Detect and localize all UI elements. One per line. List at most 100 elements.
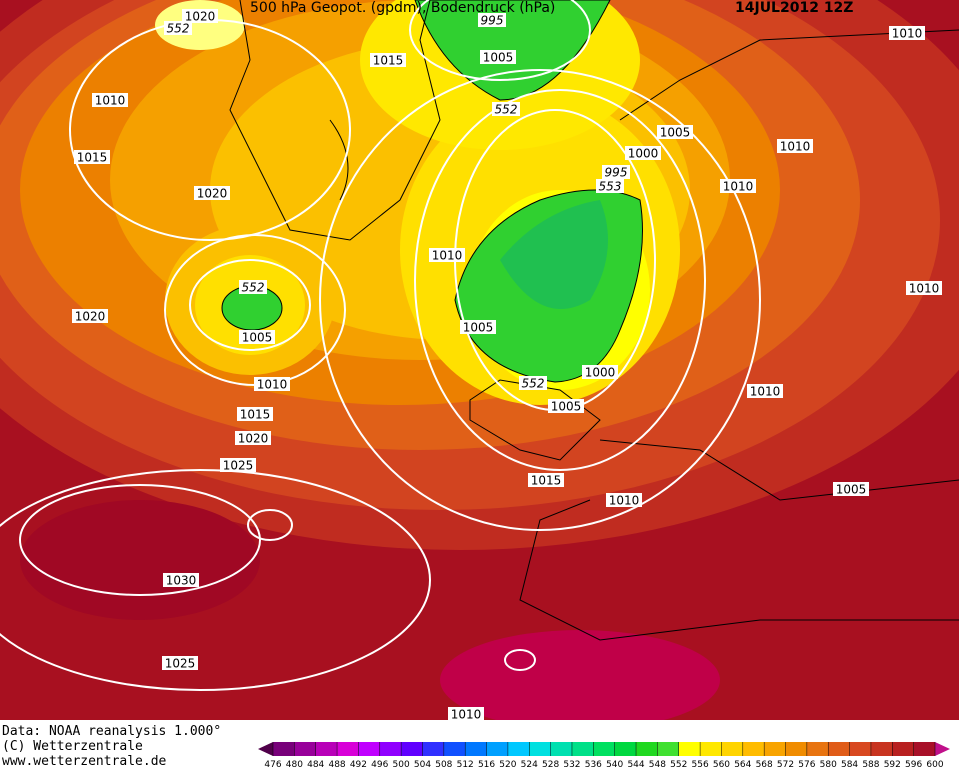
isobar-label: 552 [522, 377, 545, 391]
colorbar-cell [721, 742, 743, 756]
label-box [182, 9, 218, 23]
colorbar-cell [593, 742, 615, 756]
isobar-label: 1010 [780, 140, 811, 154]
label-box [747, 384, 783, 398]
colorbar-label: 568 [756, 760, 773, 770]
isobar-label: 1010 [909, 282, 940, 296]
colorbar-cell [657, 742, 679, 756]
colorbar-label: 496 [371, 760, 388, 770]
colorbar-label: 536 [585, 760, 602, 770]
isobar-label: 1005 [463, 321, 494, 335]
isobar-label: 553 [599, 180, 622, 194]
colorbar-cell [358, 742, 380, 756]
colorbar-label: 572 [777, 760, 794, 770]
isobar-label: 1010 [451, 708, 482, 722]
colorbar-label: 504 [414, 760, 431, 770]
colorbar-label: 480 [286, 760, 303, 770]
label-box [163, 573, 199, 587]
label-box [429, 248, 465, 262]
label-box [235, 431, 271, 445]
colorbar-cell [401, 742, 423, 756]
isobar-label: 1000 [585, 366, 616, 380]
colorbar-label: 556 [692, 760, 709, 770]
colorbar-cell [315, 742, 338, 756]
colorbar-cell [443, 742, 466, 756]
isobar-label: 1020 [75, 310, 106, 324]
isobar-label: 1010 [432, 249, 463, 263]
isobar-labels: 1020 552 995 1015 1005 1010 1010 552 1005 1010 101… [72, 9, 942, 722]
label-box [596, 179, 624, 193]
isobar-label: 1010 [95, 94, 126, 108]
colorbar-cell [806, 742, 829, 756]
isobar-label: 1025 [223, 459, 254, 473]
isobar-label: 1015 [240, 408, 271, 422]
colorbar-cell [700, 742, 722, 756]
colorbar-label: 516 [478, 760, 495, 770]
isobar-label: 552 [495, 103, 518, 117]
label-box [254, 377, 290, 391]
label-box [164, 21, 192, 35]
colorbar-cell [550, 742, 572, 756]
colorbar-label: 476 [264, 760, 281, 770]
label-box [548, 399, 584, 413]
isobar-label: 1000 [628, 147, 659, 161]
isobar-label: 1005 [551, 400, 582, 414]
label-box [889, 26, 925, 40]
isobar-label: 1005 [483, 51, 514, 65]
colorbar-cell [379, 742, 402, 756]
isobar-label: 1005 [660, 126, 691, 140]
colorbar-cell [337, 742, 359, 756]
colorbar-cell [636, 742, 658, 756]
colorbar-end [935, 742, 950, 756]
colorbar-label: 560 [713, 760, 730, 770]
isobar-label: 1020 [197, 187, 228, 201]
colorbar-cell [742, 742, 765, 756]
colorbar-label: 484 [307, 760, 324, 770]
label-box [448, 707, 484, 721]
colorbar-label: 548 [649, 760, 666, 770]
label-box [720, 179, 756, 193]
label-box [480, 50, 516, 64]
colorbar-cell [913, 742, 935, 756]
colorbar-cell [892, 742, 914, 756]
colorbar-label: 596 [905, 760, 922, 770]
label-box [906, 281, 942, 295]
isobar-label: 1015 [373, 54, 404, 68]
colorbar-label: 488 [328, 760, 345, 770]
isobar-label: 1015 [77, 151, 108, 165]
label-box [220, 458, 256, 472]
colorbar-cell [828, 742, 850, 756]
colorbar-cell [678, 742, 701, 756]
label-box [582, 365, 618, 379]
colorbar-cell [294, 742, 316, 756]
colorbar-label: 500 [393, 760, 410, 770]
footer-line: www.wetterzentrale.de [2, 754, 167, 769]
colorbar-cell [764, 742, 786, 756]
colorbar-label: 520 [499, 760, 516, 770]
label-box [602, 165, 630, 179]
colorbar-label: 544 [627, 760, 644, 770]
colorbar-label: 552 [670, 760, 687, 770]
colorbar-cell [273, 742, 295, 756]
isobar-label: 995 [481, 14, 504, 28]
map-title: 500 hPa Geopot. (gpdm), Bodendruck (hPa) [250, 0, 555, 16]
colorbar-label: 492 [350, 760, 367, 770]
label-box [492, 102, 520, 116]
colorbar-label: 512 [457, 760, 474, 770]
isobar-label: 995 [605, 166, 628, 180]
colorbar: 476 480 484 488 492 496 500 504 508 512 516 520 524 5… [258, 742, 950, 770]
isobar-label: 1015 [531, 474, 562, 488]
colorbar-label: 508 [435, 760, 452, 770]
map-field [0, 0, 959, 720]
label-box [657, 125, 693, 139]
label-box [370, 53, 406, 67]
colorbar-label: 576 [798, 760, 815, 770]
colorbar-cell [571, 742, 594, 756]
colorbar-label: 592 [884, 760, 901, 770]
isobar-label: 1020 [238, 432, 269, 446]
colorbar-label: 588 [862, 760, 879, 770]
isobar-label: 552 [167, 22, 190, 36]
colorbar-label: 540 [606, 760, 623, 770]
